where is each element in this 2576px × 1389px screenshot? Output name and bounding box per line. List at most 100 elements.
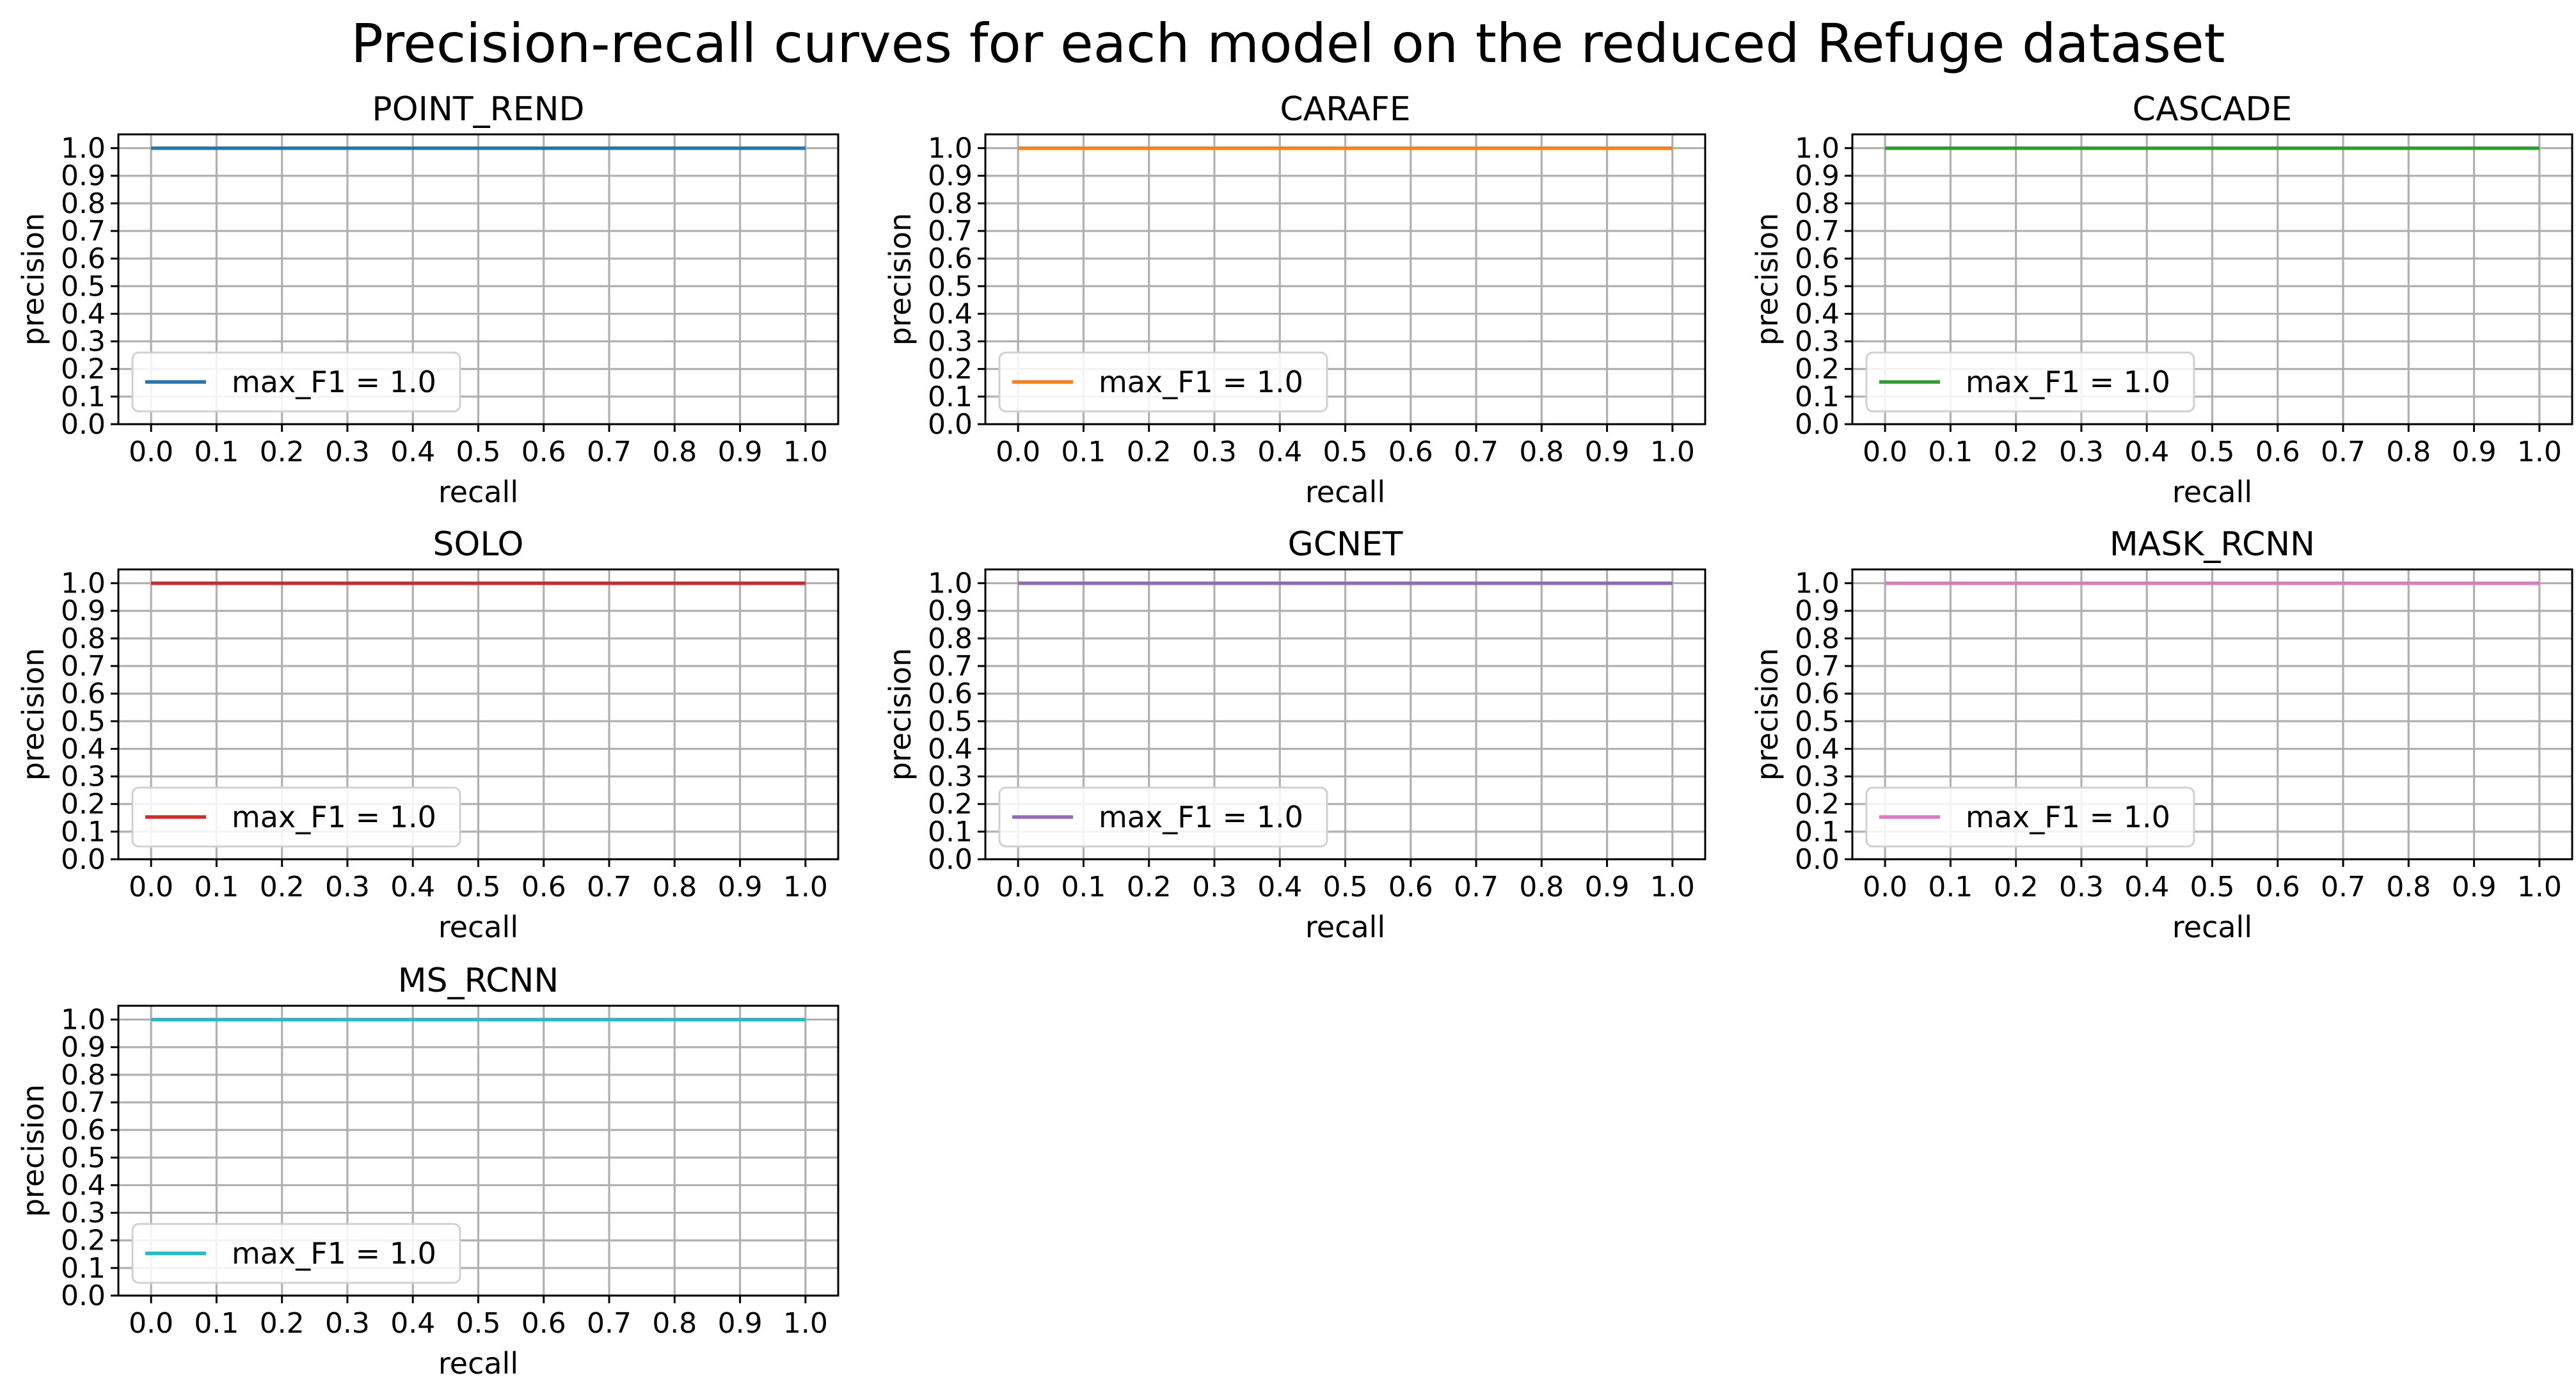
y-tick-label: 0.8 [928,623,973,655]
y-tick-label: 1.0 [928,132,973,165]
y-tick-label: 0.9 [1795,160,1840,193]
y-tick-label: 0.6 [61,242,106,275]
y-tick-label: 0.8 [1795,187,1840,220]
y-tick-label: 1.0 [61,568,106,600]
y-tick-label: 0.6 [928,242,973,275]
y-tick-label: 0.2 [928,788,973,821]
y-tick-label: 0.3 [61,1197,106,1230]
x-tick-label: 0.4 [2124,871,2169,903]
subplot-title: MS_RCNN [398,962,559,1000]
y-tick-label: 0.9 [1795,595,1840,628]
x-tick-label: 0.1 [1061,436,1106,468]
x-tick-label: 1.0 [783,1307,828,1340]
subplot-cascade: 0.0 0.1 0.2 0.3 0.4 0.5 0.6 0.7 0.8 0.9 1.00.00.10… [1750,90,2573,509]
x-tick-label: 0.3 [325,436,370,468]
x-tick-label: 0.8 [652,1307,697,1340]
legend-label: max_F1 = 1.0 [1099,800,1303,834]
x-tick-label: 0.0 [996,871,1040,903]
x-tick-label: 1.0 [1650,871,1695,903]
y-axis-label: precision [883,213,918,346]
y-tick-label: 0.2 [928,353,973,386]
y-tick-label: 0.4 [61,298,106,330]
x-tick-label: 0.3 [1192,871,1237,903]
y-tick-label: 0.9 [61,1031,106,1064]
y-tick-label: 0.2 [61,788,106,821]
y-axis-label: precision [16,213,51,346]
x-tick-label: 1.0 [2517,436,2562,468]
subplot-point-rend: 0.0 0.1 0.2 0.3 0.4 0.5 0.6 0.7 0.8 0.9 1.00.00.10… [16,90,839,509]
legend-box [1865,351,2195,413]
x-tick-label: 0.9 [718,871,763,903]
x-tick-label: 0.4 [390,871,435,903]
x-tick-label: 0.1 [1061,871,1106,903]
y-tick-label: 0.9 [928,160,973,193]
legend-label: max_F1 = 1.0 [1966,800,2170,834]
x-tick-label: 0.6 [2255,436,2300,468]
y-tick-label: 0.5 [928,270,973,303]
x-tick-label: 0.9 [1585,871,1630,903]
y-tick-label: 0.8 [61,1059,106,1091]
y-tick-label: 0.3 [928,326,973,358]
y-tick-label: 0.5 [928,705,973,738]
y-tick-label: 0.7 [61,1086,106,1119]
y-tick-label: 0.4 [1795,298,1840,330]
x-tick-label: 0.9 [718,436,763,468]
x-tick-label: 0.2 [260,1307,305,1340]
y-tick-label: 0.8 [928,187,973,220]
y-tick-label: 0.9 [61,160,106,193]
x-tick-label: 0.6 [1388,871,1433,903]
legend-box [1865,786,2195,848]
x-tick-label: 0.5 [1323,436,1368,468]
subplot-grid: 0.0 0.1 0.2 0.3 0.4 0.5 0.6 0.7 0.8 0.9 1.00.00.10… [16,90,2573,1381]
x-tick-label: 0.7 [2321,871,2365,903]
y-tick-label: 1.0 [1795,132,1840,165]
y-tick-label: 1.0 [61,132,106,165]
y-tick-label: 0.4 [61,1169,106,1202]
y-tick-label: 0.7 [61,215,106,248]
x-tick-label: 0.0 [129,436,173,468]
y-tick-label: 0.9 [928,595,973,628]
y-tick-label: 0.1 [1795,381,1840,413]
y-tick-label: 0.1 [61,1252,106,1285]
y-tick-label: 0.7 [61,650,106,683]
y-tick-label: 0.2 [61,353,106,386]
y-tick-label: 0.2 [1795,788,1840,821]
y-tick-label: 0.6 [61,678,106,710]
y-tick-label: 0.0 [928,408,973,441]
x-tick-label: 0.2 [1127,436,1172,468]
figure-title: Precision-recall curves for each model o… [351,12,2225,75]
y-tick-label: 0.5 [61,270,106,303]
x-tick-label: 0.4 [2124,436,2169,468]
x-tick-label: 0.4 [1257,871,1302,903]
x-tick-label: 0.1 [1928,871,1973,903]
x-tick-label: 0.5 [1323,871,1368,903]
x-tick-label: 0.0 [1863,436,1907,468]
x-axis-label: recall [438,910,518,944]
y-tick-label: 0.7 [928,650,973,683]
legend: max_F1 = 1.0 [998,786,1328,848]
y-tick-label: 0.8 [1795,623,1840,655]
subplot-title: GCNET [1287,525,1403,564]
y-tick-label: 0.3 [1795,761,1840,793]
y-tick-label: 0.1 [61,816,106,848]
y-tick-label: 0.0 [61,1280,106,1312]
legend-box [131,1223,461,1284]
y-tick-label: 0.0 [61,408,106,441]
subplot-ms-rcnn: 0.0 0.1 0.2 0.3 0.4 0.5 0.6 0.7 0.8 0.9 1.00.00.10… [16,962,839,1381]
y-tick-label: 0.7 [1795,650,1840,683]
y-tick-label: 0.4 [928,298,973,330]
x-tick-label: 0.1 [194,871,239,903]
x-tick-label: 0.2 [260,871,305,903]
y-tick-label: 0.0 [1795,843,1840,876]
legend-label: max_F1 = 1.0 [232,365,436,399]
legend-box [131,351,461,413]
subplot-title: SOLO [433,525,524,564]
x-tick-label: 0.0 [129,1307,173,1340]
x-tick-label: 0.0 [129,871,173,903]
x-tick-label: 0.7 [1454,871,1499,903]
y-tick-label: 0.3 [61,326,106,358]
y-axis-label: precision [883,648,918,781]
subplot-carafe: 0.0 0.1 0.2 0.3 0.4 0.5 0.6 0.7 0.8 0.9 1.00.00.10… [883,90,1706,509]
y-tick-label: 0.0 [1795,408,1840,441]
